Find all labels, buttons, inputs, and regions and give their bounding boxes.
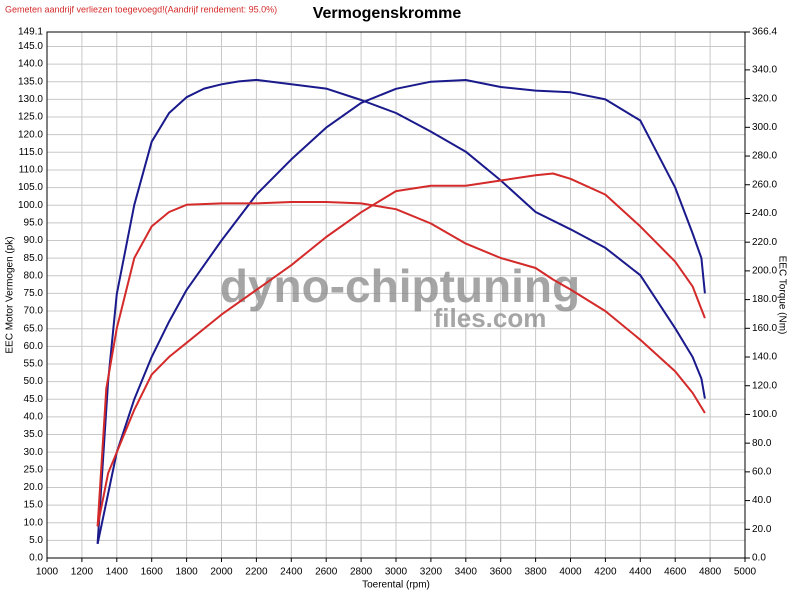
y-tick-label: 45.0 bbox=[24, 394, 44, 405]
x-tick-label: 4200 bbox=[594, 567, 617, 578]
x-tick-label: 2400 bbox=[280, 567, 303, 578]
x-tick-label: 1600 bbox=[141, 567, 164, 578]
y-tick-label: 125.0 bbox=[18, 112, 43, 123]
y2-axis-label: EEC Torque (Nm) bbox=[776, 256, 787, 335]
y2-tick-label: 200.0 bbox=[752, 266, 777, 277]
y-tick-label: 135.0 bbox=[18, 76, 43, 87]
y-tick-label: 40.0 bbox=[24, 412, 44, 423]
y-axis-label: EEC Motor Vermogen (pk) bbox=[5, 236, 16, 353]
watermark: dyno-chiptuning bbox=[220, 260, 580, 312]
y-tick-label: 85.0 bbox=[24, 253, 44, 264]
x-tick-label: 1000 bbox=[36, 567, 59, 578]
y2-tick-label: 366.4 bbox=[752, 27, 777, 38]
y2-tick-label: 180.0 bbox=[752, 294, 777, 305]
x-tick-label: 3800 bbox=[524, 567, 547, 578]
y2-tick-label: 100.0 bbox=[752, 409, 777, 420]
x-tick-label: 2600 bbox=[315, 567, 338, 578]
x-tick-label: 3200 bbox=[420, 567, 443, 578]
y-tick-label: 115.0 bbox=[19, 147, 44, 158]
y-tick-label: 25.0 bbox=[24, 464, 44, 475]
x-tick-label: 5000 bbox=[734, 567, 757, 578]
y-tick-label: 0.0 bbox=[29, 553, 43, 564]
y-tick-label: 75.0 bbox=[24, 288, 44, 299]
y2-tick-label: 160.0 bbox=[752, 323, 777, 334]
x-tick-label: 2000 bbox=[210, 567, 233, 578]
y-tick-label: 149.1 bbox=[18, 27, 43, 38]
y-tick-label: 20.0 bbox=[24, 482, 44, 493]
y2-tick-label: 80.0 bbox=[752, 438, 772, 449]
y-tick-label: 110.0 bbox=[19, 165, 44, 176]
x-tick-label: 3400 bbox=[455, 567, 478, 578]
y-tick-label: 15.0 bbox=[24, 500, 44, 511]
x-tick-label: 2800 bbox=[350, 567, 373, 578]
y2-tick-label: 240.0 bbox=[752, 208, 777, 219]
y-tick-label: 50.0 bbox=[24, 376, 44, 387]
y2-tick-label: 20.0 bbox=[752, 524, 772, 535]
y-tick-label: 90.0 bbox=[24, 235, 44, 246]
y-tick-label: 95.0 bbox=[24, 217, 44, 228]
line-series bbox=[96, 79, 706, 545]
plot-frame bbox=[46, 31, 746, 559]
x-tick-label: 1400 bbox=[106, 567, 129, 578]
x-axis-label: Toerental (rpm) bbox=[362, 580, 430, 591]
y-tick-label: 140.0 bbox=[18, 59, 43, 70]
y-tick-label: 70.0 bbox=[24, 306, 44, 317]
y-tick-label: 100.0 bbox=[18, 200, 43, 211]
x-tick-label: 4000 bbox=[559, 567, 582, 578]
y2-tick-label: 60.0 bbox=[752, 467, 772, 478]
y-tick-label: 105.0 bbox=[18, 182, 43, 193]
y2-tick-label: 320.0 bbox=[752, 93, 777, 104]
y-tick-label: 35.0 bbox=[24, 429, 44, 440]
y-tick-label: 130.0 bbox=[18, 94, 43, 105]
x-tick-label: 1800 bbox=[175, 567, 198, 578]
x-tick-label: 4800 bbox=[699, 567, 722, 578]
x-tick-label: 2200 bbox=[245, 567, 268, 578]
y2-tick-label: 40.0 bbox=[752, 495, 772, 506]
watermark: files.com bbox=[434, 303, 547, 333]
y2-tick-label: 120.0 bbox=[752, 380, 777, 391]
x-tick-label: 4400 bbox=[629, 567, 652, 578]
x-tick-label: 1200 bbox=[71, 567, 94, 578]
y-tick-label: 5.0 bbox=[29, 535, 43, 546]
y-tick-label: 120.0 bbox=[18, 129, 43, 140]
y2-tick-label: 220.0 bbox=[752, 237, 777, 248]
chart-title: Vermogenskromme bbox=[313, 5, 462, 22]
x-tick-label: 4600 bbox=[664, 567, 687, 578]
y-tick-label: 60.0 bbox=[24, 341, 44, 352]
line-series bbox=[96, 201, 706, 527]
y2-tick-label: 0.0 bbox=[752, 553, 766, 564]
y-tick-label: 80.0 bbox=[24, 270, 44, 281]
y2-tick-label: 260.0 bbox=[752, 179, 777, 190]
y2-tick-label: 340.0 bbox=[752, 65, 777, 76]
x-tick-label: 3000 bbox=[385, 567, 408, 578]
line-series bbox=[96, 172, 706, 527]
y-tick-label: 55.0 bbox=[24, 359, 44, 370]
y2-tick-label: 140.0 bbox=[752, 352, 777, 363]
y2-tick-label: 300.0 bbox=[752, 122, 777, 133]
y2-tick-label: 280.0 bbox=[752, 151, 777, 162]
y-tick-label: 65.0 bbox=[24, 323, 44, 334]
y-tick-label: 30.0 bbox=[24, 447, 44, 458]
line-series bbox=[96, 78, 706, 544]
x-tick-label: 3600 bbox=[490, 567, 513, 578]
chart-subtitle: Gemeten aandrijf verliezen toegevoegd!(A… bbox=[5, 4, 277, 14]
y-tick-label: 10.0 bbox=[24, 517, 44, 528]
y-tick-label: 145.0 bbox=[18, 41, 43, 52]
